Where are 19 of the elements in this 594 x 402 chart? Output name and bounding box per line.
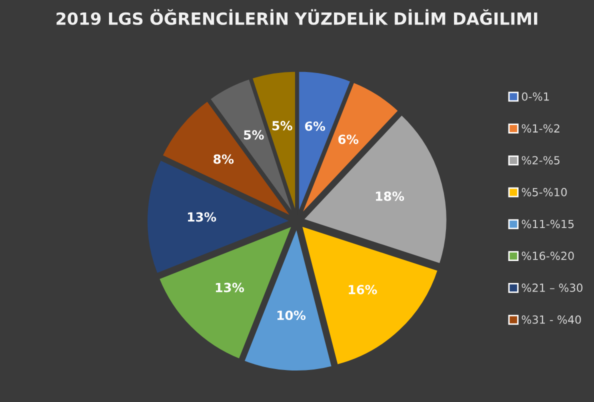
chart-title: 2019 LGS ÖĞRENCİLERİN YÜZDELİK DİLİM DAĞILIMI <box>56 9 538 25</box>
legend-label: %16-%20 <box>522 252 574 260</box>
legend-label: 0-%1 <box>522 92 549 101</box>
data-label: 18% <box>376 192 404 201</box>
legend-label: %21 – %30 <box>522 284 582 292</box>
legend-label: %5-%10 <box>522 188 567 196</box>
data-label: 6% <box>338 134 358 144</box>
legend-label: %11-%15 <box>522 220 574 228</box>
data-label: 5% <box>244 130 264 140</box>
legend-label: %2-%5 <box>522 156 560 164</box>
data-label: 16% <box>348 284 377 294</box>
data-label: 8% <box>214 154 234 164</box>
legend-label: %1-%2 <box>522 124 560 133</box>
data-label: 6% <box>305 121 326 131</box>
legend-label: %31 - %40 <box>522 315 581 324</box>
data-label: 10% <box>277 310 306 320</box>
data-label: 13% <box>216 282 244 292</box>
data-label: 13% <box>188 212 216 222</box>
data-label: 5% <box>272 120 292 130</box>
